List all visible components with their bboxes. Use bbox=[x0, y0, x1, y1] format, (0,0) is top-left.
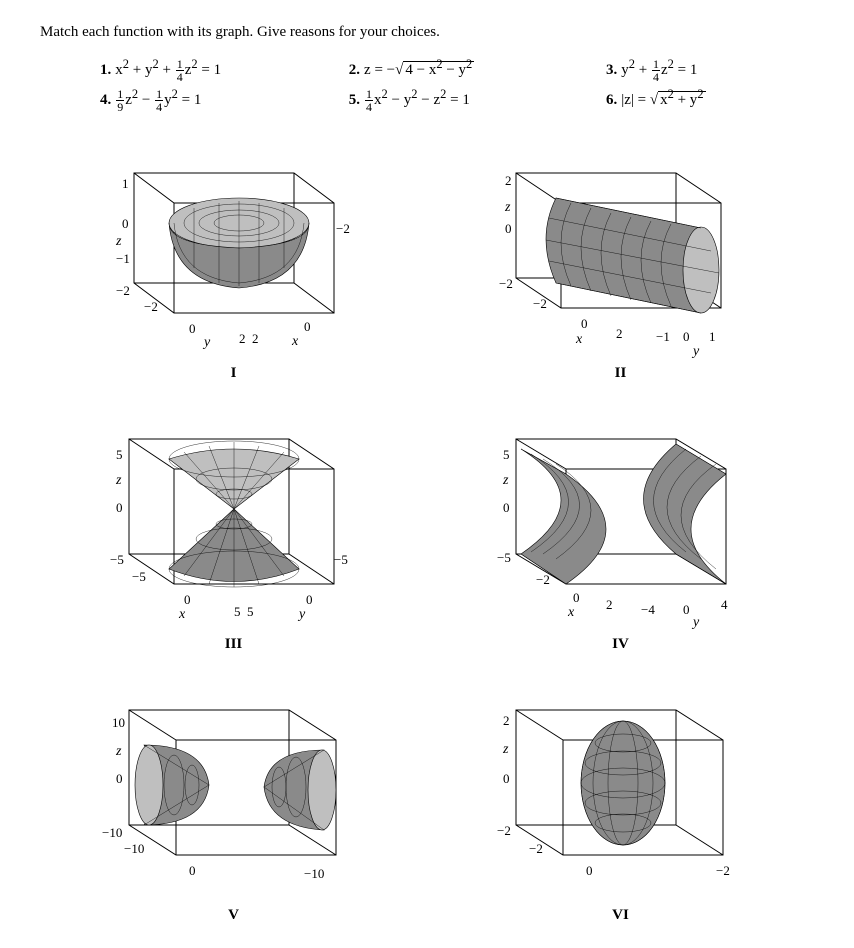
svg-text:0: 0 bbox=[189, 863, 196, 878]
svg-text:0: 0 bbox=[505, 221, 512, 236]
svg-text:−2: −2 bbox=[116, 283, 130, 298]
instruction-text: Match each function with its graph. Give… bbox=[40, 24, 814, 41]
svg-text:0: 0 bbox=[586, 863, 593, 878]
svg-text:z: z bbox=[502, 473, 509, 488]
eq-5: 14x2 − y2 − z2 = 1 bbox=[364, 92, 470, 108]
svg-text:−1: −1 bbox=[656, 329, 670, 344]
svg-text:−5: −5 bbox=[132, 569, 146, 584]
plot-II: 2 z 0 −2 −2 0 x 2 −1 0 1 y II bbox=[447, 133, 794, 382]
svg-text:5: 5 bbox=[234, 604, 241, 619]
svg-text:z: z bbox=[115, 473, 122, 488]
caption-I: I bbox=[231, 365, 237, 382]
svg-text:0: 0 bbox=[573, 590, 580, 605]
svg-text:y: y bbox=[691, 615, 700, 630]
plot-V: 10 z 0 −10 −10 0 −10 V bbox=[60, 675, 407, 924]
svg-text:−10: −10 bbox=[304, 866, 324, 881]
svg-text:1: 1 bbox=[709, 329, 716, 344]
svg-text:z: z bbox=[115, 234, 122, 249]
svg-text:−5: −5 bbox=[110, 552, 124, 567]
svg-text:5: 5 bbox=[116, 447, 123, 462]
svg-text:0: 0 bbox=[503, 771, 510, 786]
equations-block: 1.x2 + y2 + 14z2 = 1 2.z = −√4 − x2 − y2… bbox=[100, 55, 814, 115]
eq-4: 19z2 − 14y2 = 1 bbox=[115, 92, 201, 108]
plot-VI: 2 z 0 −2 −2 0 −2 VI bbox=[447, 675, 794, 924]
svg-text:0: 0 bbox=[116, 500, 123, 515]
svg-text:0: 0 bbox=[683, 329, 690, 344]
caption-II: II bbox=[615, 365, 627, 382]
svg-text:−10: −10 bbox=[102, 825, 122, 840]
svg-text:4: 4 bbox=[721, 597, 728, 612]
eq-3: y2 + 14z2 = 1 bbox=[621, 62, 697, 78]
svg-text:−10: −10 bbox=[124, 841, 144, 856]
svg-text:−5: −5 bbox=[334, 552, 348, 567]
svg-text:−2: −2 bbox=[533, 296, 547, 311]
svg-text:x: x bbox=[291, 334, 299, 349]
plot-III: 5 z 0 −5 −5 −5 0 x 55 0 y III bbox=[60, 404, 407, 653]
svg-text:2: 2 bbox=[239, 331, 246, 346]
plot-IV: 5 z 0 −5 −2 0 x 2 −4 0 4 y IV bbox=[447, 404, 794, 653]
svg-text:2: 2 bbox=[252, 331, 259, 346]
svg-text:z: z bbox=[504, 200, 511, 215]
svg-text:2: 2 bbox=[505, 173, 512, 188]
eq-1: x2 + y2 + 14z2 = 1 bbox=[115, 62, 221, 78]
plots-grid: 1 0 −1 −2 z −2 −2 0 y 2 2 0 x I bbox=[60, 133, 794, 924]
svg-text:−2: −2 bbox=[716, 863, 730, 878]
caption-V: V bbox=[228, 907, 239, 924]
eq-num-2: 2. bbox=[349, 62, 364, 78]
caption-IV: IV bbox=[612, 636, 629, 653]
svg-text:0: 0 bbox=[581, 316, 588, 331]
svg-text:−2: −2 bbox=[144, 299, 158, 314]
svg-text:0: 0 bbox=[122, 216, 129, 231]
eq-6: |z| = √x2 + y2 bbox=[621, 91, 705, 108]
svg-text:5: 5 bbox=[247, 604, 254, 619]
svg-text:−2: −2 bbox=[529, 841, 543, 856]
svg-text:0: 0 bbox=[189, 321, 196, 336]
svg-text:2: 2 bbox=[616, 326, 623, 341]
eq-num-4: 4. bbox=[100, 92, 115, 108]
svg-text:10: 10 bbox=[112, 715, 125, 730]
eq-num-6: 6. bbox=[606, 92, 621, 108]
eq-2: z = −√4 − x2 − y2 bbox=[364, 61, 474, 78]
svg-text:−1: −1 bbox=[116, 251, 130, 266]
svg-text:0: 0 bbox=[116, 771, 123, 786]
svg-text:x: x bbox=[575, 332, 583, 347]
svg-text:x: x bbox=[567, 605, 575, 620]
svg-text:−2: −2 bbox=[336, 221, 350, 236]
svg-text:−2: −2 bbox=[536, 572, 550, 587]
svg-text:z: z bbox=[115, 744, 122, 759]
svg-text:0: 0 bbox=[503, 500, 510, 515]
svg-text:−4: −4 bbox=[641, 602, 655, 617]
svg-text:0: 0 bbox=[304, 319, 311, 334]
eq-num-3: 3. bbox=[606, 62, 621, 78]
svg-text:2: 2 bbox=[503, 713, 510, 728]
svg-text:1: 1 bbox=[122, 176, 129, 191]
svg-text:2: 2 bbox=[606, 597, 613, 612]
svg-text:y: y bbox=[691, 344, 700, 359]
svg-text:x: x bbox=[178, 607, 186, 622]
svg-text:0: 0 bbox=[683, 602, 690, 617]
svg-text:−2: −2 bbox=[497, 823, 511, 838]
caption-III: III bbox=[225, 636, 243, 653]
svg-text:0: 0 bbox=[306, 592, 313, 607]
plot-I: 1 0 −1 −2 z −2 −2 0 y 2 2 0 x I bbox=[60, 133, 407, 382]
svg-text:y: y bbox=[297, 607, 306, 622]
eq-num-1: 1. bbox=[100, 62, 115, 78]
svg-text:5: 5 bbox=[503, 447, 510, 462]
svg-text:−5: −5 bbox=[497, 550, 511, 565]
svg-text:0: 0 bbox=[184, 592, 191, 607]
svg-text:y: y bbox=[202, 335, 211, 350]
svg-text:z: z bbox=[502, 742, 509, 757]
svg-text:−2: −2 bbox=[499, 276, 513, 291]
eq-num-5: 5. bbox=[349, 92, 364, 108]
caption-VI: VI bbox=[612, 907, 629, 924]
